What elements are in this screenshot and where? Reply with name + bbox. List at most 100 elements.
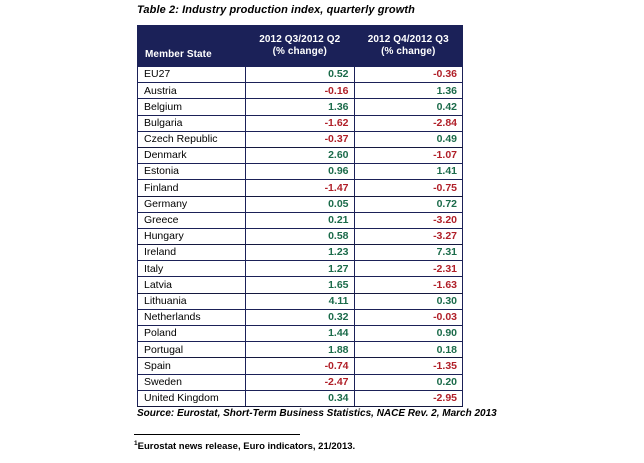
table-row: Hungary 0.58 -3.27 xyxy=(137,228,463,246)
cell-q3-q2-change: 0.34 xyxy=(245,390,355,407)
table-row: United Kingdom 0.34 -2.95 xyxy=(137,390,463,407)
cell-q3-q2-change: 2.60 xyxy=(245,147,355,165)
cell-q4-q3-change: 0.49 xyxy=(354,131,463,148)
cell-member-state: Spain xyxy=(137,357,246,375)
cell-member-state: Germany xyxy=(137,196,246,213)
table-row: Sweden -2.47 0.20 xyxy=(137,374,463,391)
column-header-q4-q3: 2012 Q4/2012 Q3 (% change) xyxy=(353,25,463,67)
cell-member-state: Bulgaria xyxy=(137,115,246,132)
table-row: Belgium 1.36 0.42 xyxy=(137,98,463,116)
table-row: Ireland 1.23 7.31 xyxy=(137,244,463,262)
cell-q3-q2-change: 1.88 xyxy=(245,341,355,359)
cell-member-state: Greece xyxy=(137,212,246,229)
column-header-q3-q2: 2012 Q3/2012 Q2 (% change) xyxy=(245,25,355,67)
table-caption: Table 2: Industry production index, quar… xyxy=(137,4,415,16)
cell-q3-q2-change: -0.37 xyxy=(245,131,355,148)
industry-production-index-table: Member State 2012 Q3/2012 Q2 (% change) … xyxy=(137,25,463,407)
cell-member-state: Poland xyxy=(137,325,246,343)
table-row: Spain -0.74 -1.35 xyxy=(137,357,463,375)
cell-q3-q2-change: -0.74 xyxy=(245,357,355,375)
table-header: Member State 2012 Q3/2012 Q2 (% change) … xyxy=(137,25,463,67)
cell-q4-q3-change: -1.35 xyxy=(354,357,463,375)
cell-member-state: Estonia xyxy=(137,163,246,181)
cell-q4-q3-change: -0.03 xyxy=(354,309,463,327)
cell-member-state: Denmark xyxy=(137,147,246,165)
cell-q4-q3-change: -0.75 xyxy=(354,179,463,197)
cell-member-state: Lithuania xyxy=(137,293,246,310)
cell-member-state: Czech Republic xyxy=(137,131,246,148)
cell-q4-q3-change: -2.31 xyxy=(354,260,463,278)
cell-member-state: Ireland xyxy=(137,244,246,262)
cell-q3-q2-change: 1.27 xyxy=(245,260,355,278)
cell-q3-q2-change: -2.47 xyxy=(245,374,355,391)
table-row: Germany 0.05 0.72 xyxy=(137,196,463,213)
table-row: Bulgaria -1.62 -2.84 xyxy=(137,115,463,132)
table-row: Lithuania 4.11 0.30 xyxy=(137,293,463,310)
table-row: Poland 1.44 0.90 xyxy=(137,325,463,343)
cell-member-state: Hungary xyxy=(137,228,246,246)
cell-q3-q2-change: 0.52 xyxy=(245,66,355,84)
cell-member-state: Netherlands xyxy=(137,309,246,327)
cell-q3-q2-change: 0.05 xyxy=(245,196,355,213)
table-row: Latvia 1.65 -1.63 xyxy=(137,276,463,294)
cell-q3-q2-change: 1.36 xyxy=(245,98,355,116)
table-row: Portugal 1.88 0.18 xyxy=(137,341,463,359)
column-header-member-state: Member State xyxy=(137,25,246,67)
cell-q3-q2-change: -1.47 xyxy=(245,179,355,197)
cell-q3-q2-change: 1.65 xyxy=(245,276,355,294)
cell-q4-q3-change: 0.42 xyxy=(354,98,463,116)
cell-member-state: Finland xyxy=(137,179,246,197)
cell-q3-q2-change: 0.58 xyxy=(245,228,355,246)
table-row: EU27 0.52 -0.36 xyxy=(137,66,463,84)
cell-q3-q2-change: 0.96 xyxy=(245,163,355,181)
cell-member-state: Austria xyxy=(137,82,246,100)
cell-q4-q3-change: 0.18 xyxy=(354,341,463,359)
table-row: Italy 1.27 -2.31 xyxy=(137,260,463,278)
table-row: Estonia 0.96 1.41 xyxy=(137,163,463,181)
column-header-q4-q3-unit: (% change) xyxy=(381,46,436,57)
cell-q4-q3-change: 0.30 xyxy=(354,293,463,310)
cell-member-state: Italy xyxy=(137,260,246,278)
cell-member-state: Latvia xyxy=(137,276,246,294)
table-row: Netherlands 0.32 -0.03 xyxy=(137,309,463,327)
cell-q3-q2-change: -1.62 xyxy=(245,115,355,132)
table-row: Greece 0.21 -3.20 xyxy=(137,212,463,229)
cell-q4-q3-change: -2.95 xyxy=(354,390,463,407)
cell-q3-q2-change: -0.16 xyxy=(245,82,355,100)
cell-q4-q3-change: -0.36 xyxy=(354,66,463,84)
table-row: Denmark 2.60 -1.07 xyxy=(137,147,463,165)
footnote-text: Eurostat news release, Euro indicators, … xyxy=(137,441,356,453)
table-body: EU27 0.52 -0.36 Austria -0.16 1.36 Belgium 1.36… xyxy=(137,66,463,407)
table-row: Czech Republic -0.37 0.49 xyxy=(137,131,463,148)
cell-q4-q3-change: 7.31 xyxy=(354,244,463,262)
cell-q4-q3-change: -3.20 xyxy=(354,212,463,229)
cell-q4-q3-change: 1.41 xyxy=(354,163,463,181)
cell-q3-q2-change: 4.11 xyxy=(245,293,355,310)
column-header-q3-q2-unit: (% change) xyxy=(272,46,327,57)
cell-q3-q2-change: 1.23 xyxy=(245,244,355,262)
cell-q4-q3-change: 0.90 xyxy=(354,325,463,343)
cell-q4-q3-change: -1.07 xyxy=(354,147,463,165)
cell-q4-q3-change: -2.84 xyxy=(354,115,463,132)
cell-q3-q2-change: 0.21 xyxy=(245,212,355,229)
footnote-separator xyxy=(134,434,300,435)
cell-q3-q2-change: 1.44 xyxy=(245,325,355,343)
cell-member-state: United Kingdom xyxy=(137,390,246,407)
cell-q4-q3-change: 1.36 xyxy=(354,82,463,100)
cell-member-state: EU27 xyxy=(137,66,246,84)
cell-q3-q2-change: 0.32 xyxy=(245,309,355,327)
column-header-q3-q2-period: 2012 Q3/2012 Q2 xyxy=(259,33,341,45)
cell-q4-q3-change: -3.27 xyxy=(354,228,463,246)
footnote: 1Eurostat news release, Euro indicators,… xyxy=(134,440,355,452)
table-source-note: Source: Eurostat, Short-Term Business St… xyxy=(137,408,497,419)
table-header-row: Member State 2012 Q3/2012 Q2 (% change) … xyxy=(137,25,463,67)
cell-member-state: Belgium xyxy=(137,98,246,116)
column-header-q4-q3-period: 2012 Q4/2012 Q3 xyxy=(367,33,449,45)
cell-q4-q3-change: 0.72 xyxy=(354,196,463,213)
cell-member-state: Portugal xyxy=(137,341,246,359)
table-row: Austria -0.16 1.36 xyxy=(137,82,463,100)
cell-member-state: Sweden xyxy=(137,374,246,391)
cell-q4-q3-change: -1.63 xyxy=(354,276,463,294)
cell-q4-q3-change: 0.20 xyxy=(354,374,463,391)
